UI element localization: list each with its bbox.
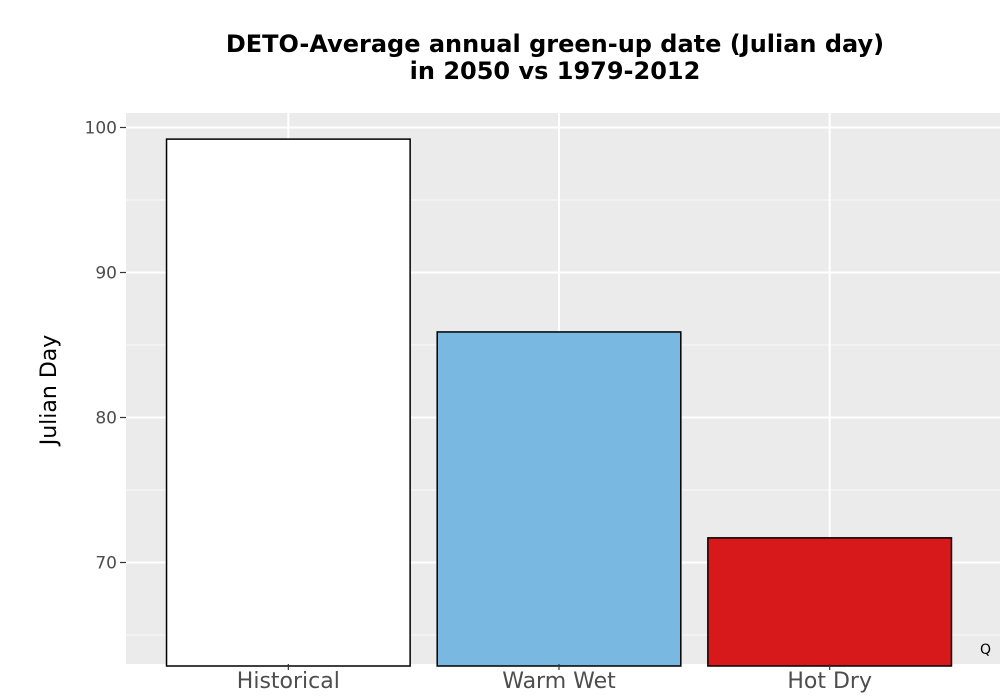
bar-warm-wet bbox=[436, 331, 682, 667]
y-tick-label-80: 80 bbox=[95, 409, 117, 429]
x-axis: Historical Warm Wet Hot Dry bbox=[237, 664, 872, 694]
y-axis-title: Julian Day bbox=[37, 335, 62, 448]
y-tick-label-90: 90 bbox=[95, 264, 117, 284]
bars bbox=[165, 138, 953, 667]
y-axis: 70 80 90 100 bbox=[85, 119, 126, 574]
chart-title: DETO-Average annual green-up date (Julia… bbox=[155, 31, 955, 85]
x-tick-label-1: Warm Wet bbox=[502, 669, 616, 694]
x-tick-label-2: Hot Dry bbox=[787, 669, 872, 694]
chart-title-line-2: in 2050 vs 1979-2012 bbox=[409, 57, 701, 85]
y-tick-label-100: 100 bbox=[85, 119, 117, 139]
chart-title-line-1: DETO-Average annual green-up date (Julia… bbox=[225, 30, 885, 58]
bar-historical bbox=[165, 138, 411, 667]
corner-mark: Q bbox=[980, 642, 991, 658]
x-tick-label-0: Historical bbox=[237, 669, 340, 694]
bar-hot-dry bbox=[707, 537, 953, 667]
y-tick-label-70: 70 bbox=[95, 554, 117, 574]
